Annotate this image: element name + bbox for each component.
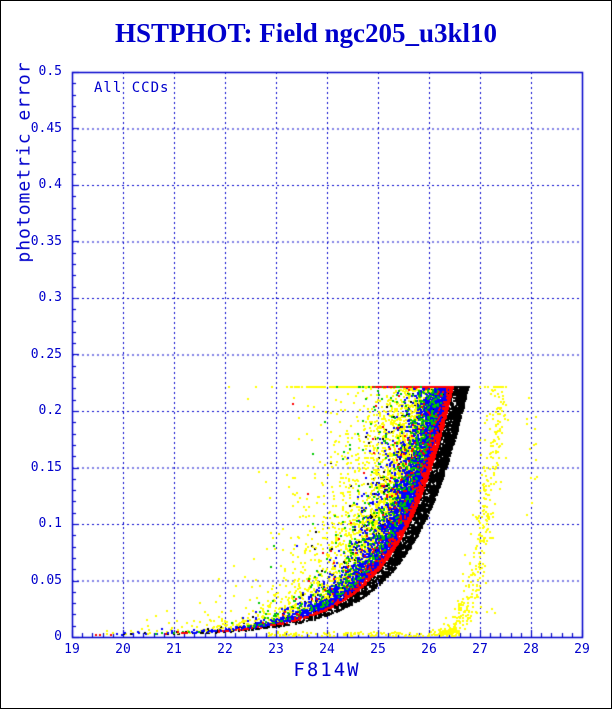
- y-tick-label: 0.05: [30, 572, 62, 588]
- y-tick-label: 0.2: [38, 403, 62, 418]
- x-tick-label: 21: [166, 642, 182, 657]
- x-tick-label: 19: [64, 642, 80, 657]
- x-tick-label: 23: [268, 642, 284, 657]
- x-axis-title: F814W: [293, 659, 361, 681]
- y-tick-label: 0: [54, 629, 62, 644]
- y-tick-label: 0.5: [38, 64, 62, 79]
- x-tick-label: 26: [421, 642, 437, 657]
- x-tick-label: 28: [523, 642, 539, 657]
- x-tick-label: 22: [217, 642, 233, 657]
- y-tick-label: 0.4: [38, 177, 62, 192]
- y-tick-label: 0.1: [38, 516, 62, 531]
- x-tick-label: 24: [319, 642, 335, 657]
- y-tick-label: 0.25: [30, 346, 62, 362]
- x-tick-label: 27: [472, 642, 488, 657]
- y-tick-label: 0.35: [30, 233, 62, 249]
- x-tick-label: 29: [574, 642, 590, 657]
- y-tick-label: 0.3: [38, 290, 62, 305]
- x-tick-label: 25: [370, 642, 386, 657]
- y-tick-label: 0.15: [30, 459, 62, 475]
- ccd-annotation: All CCDs: [94, 80, 170, 96]
- x-tick-label: 20: [115, 642, 131, 657]
- y-axis-title: photometric error: [13, 61, 35, 263]
- y-tick-label: 0.45: [30, 120, 62, 136]
- page-title: HSTPHOT: Field ngc205_u3kl10: [114, 18, 498, 48]
